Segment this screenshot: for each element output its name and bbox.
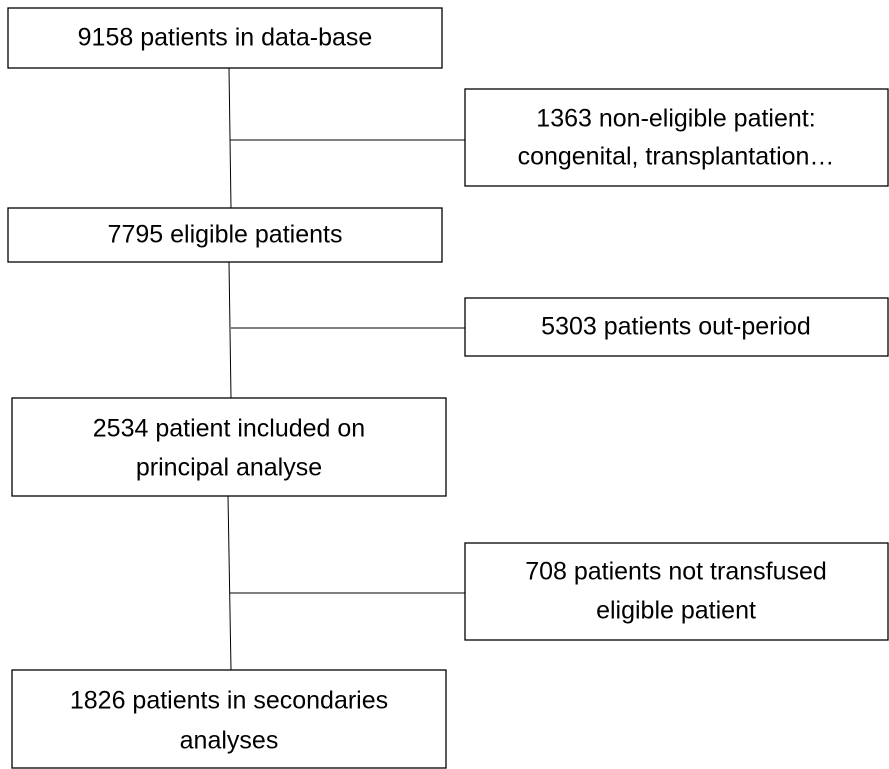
box-text: 1826 patients in secondaries: [70, 687, 388, 715]
box: 708 patients not transfused eligible pat…: [464, 542, 889, 641]
box-frame: [11, 397, 447, 497]
connector: [228, 261, 232, 399]
box: 2534 patient included on principal analy…: [11, 397, 447, 497]
box-frame: [7, 7, 443, 69]
box-text: 1363 non-eligible patient:: [536, 105, 815, 133]
box-text: principal analyse: [136, 454, 322, 482]
box-text: 5303 patients out-period: [541, 313, 811, 341]
box-text: analyses: [180, 727, 279, 755]
box-frame: [464, 297, 889, 357]
box-frame: [464, 88, 889, 187]
box: 1826 patients in secondaries analyses: [11, 669, 447, 769]
box-text: 9158 patients in data-base: [78, 24, 373, 52]
box: 9158 patients in data-base: [7, 7, 443, 69]
box: 5303 patients out-period: [464, 297, 889, 357]
connector: [228, 67, 232, 209]
box: 1363 non-eligible patient: congenital, t…: [464, 88, 889, 187]
box-text: 7795 eligible patients: [108, 221, 343, 249]
connector: [227, 495, 232, 671]
box-text: 708 patients not transfused: [525, 558, 827, 586]
box: 7795 eligible patients: [7, 207, 443, 263]
box-text: 2534 patient included on: [93, 415, 365, 443]
box-frame: [7, 207, 443, 263]
box-frame: [11, 669, 447, 769]
box-text: congenital, transplantation…: [518, 143, 835, 171]
box-frame: [464, 542, 889, 641]
box-text: eligible patient: [596, 597, 756, 625]
